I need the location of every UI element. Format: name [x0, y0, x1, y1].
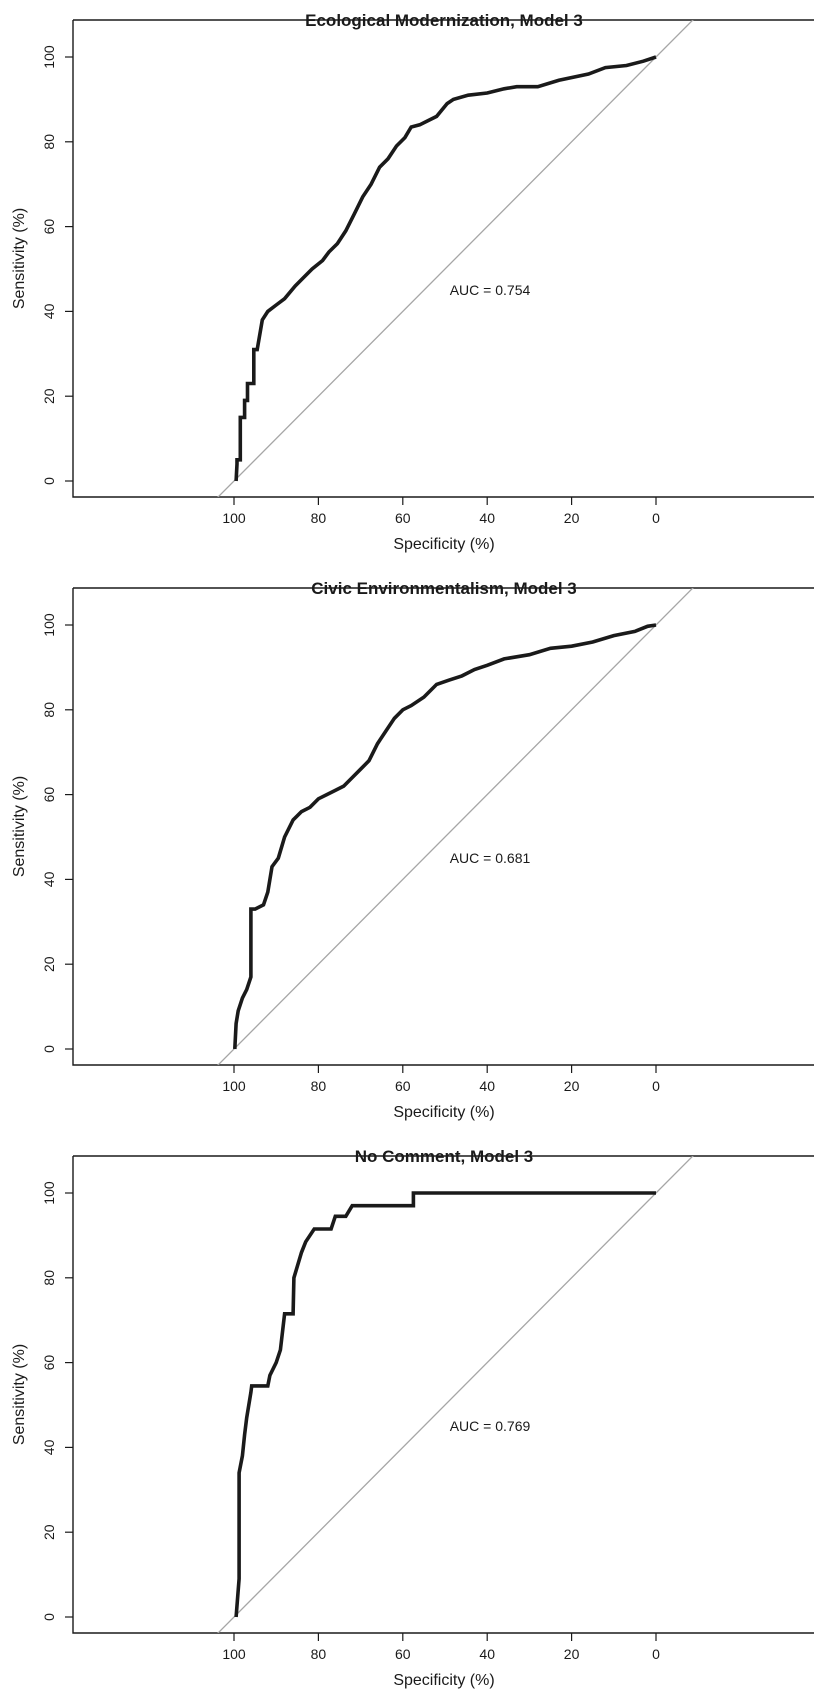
auc-annotation: AUC = 0.681	[450, 850, 531, 866]
auc-annotation: AUC = 0.754	[450, 282, 531, 298]
x-tick-label: 40	[479, 1078, 495, 1094]
y-tick-label: 80	[41, 702, 57, 718]
roc-curve	[234, 55, 657, 482]
x-axis: 100 80 60 40 20 0 Specificity (%)	[222, 1065, 660, 1121]
x-axis: 100 80 60 40 20 0 Specificity (%)	[222, 1633, 660, 1689]
y-axis: 0 20 40 60 80 100 Sensitivity (%)	[11, 45, 73, 485]
y-tick-label: 80	[41, 1270, 57, 1286]
plot-frame	[72, 1155, 814, 1634]
x-tick-label: 0	[652, 510, 660, 526]
x-axis-label: Specificity (%)	[393, 1672, 494, 1689]
y-tick-label: 100	[41, 45, 57, 69]
y-tick-label: 20	[41, 956, 57, 972]
x-tick-label: 80	[311, 1646, 327, 1662]
x-axis: 100 80 60 40 20 0 Specificity (%)	[222, 497, 660, 553]
y-tick-label: 0	[41, 1045, 57, 1053]
y-tick-label: 60	[41, 219, 57, 235]
x-axis-label: Specificity (%)	[393, 1104, 494, 1121]
y-axis: 0 20 40 60 80 100 Sensitivity (%)	[11, 1181, 73, 1621]
x-tick-label: 80	[311, 1078, 327, 1094]
x-axis-label: Specificity (%)	[393, 536, 494, 553]
x-tick-label: 100	[222, 510, 246, 526]
y-tick-label: 40	[41, 871, 57, 887]
x-tick-label: 20	[564, 510, 580, 526]
y-tick-label: 100	[41, 1181, 57, 1205]
y-tick-label: 60	[41, 787, 57, 803]
x-tick-label: 60	[395, 1646, 411, 1662]
plot-frame	[72, 587, 814, 1066]
y-tick-label: 40	[41, 303, 57, 319]
y-tick-label: 80	[41, 134, 57, 150]
x-tick-label: 100	[222, 1078, 246, 1094]
x-tick-label: 0	[652, 1078, 660, 1094]
roc-curve	[233, 623, 657, 1050]
y-tick-label: 100	[41, 613, 57, 637]
plot-frame	[72, 19, 814, 498]
x-tick-label: 20	[564, 1078, 580, 1094]
y-axis: 0 20 40 60 80 100 Sensitivity (%)	[11, 613, 73, 1053]
roc-curve	[234, 1191, 656, 1618]
y-axis-label: Sensitivity (%)	[11, 208, 28, 309]
diagonal-reference-line	[217, 20, 694, 497]
x-tick-label: 40	[479, 1646, 495, 1662]
diagonal-reference-line	[217, 1156, 694, 1633]
x-tick-label: 100	[222, 1646, 246, 1662]
x-tick-label: 60	[395, 510, 411, 526]
x-tick-label: 60	[395, 1078, 411, 1094]
x-tick-label: 80	[311, 510, 327, 526]
diagonal-reference-line	[217, 588, 694, 1065]
x-tick-label: 40	[479, 510, 495, 526]
y-tick-label: 0	[41, 1613, 57, 1621]
y-axis-label: Sensitivity (%)	[11, 1344, 28, 1445]
auc-annotation: AUC = 0.769	[450, 1418, 531, 1434]
y-tick-label: 40	[41, 1439, 57, 1455]
y-axis-label: Sensitivity (%)	[11, 776, 28, 877]
y-tick-label: 20	[41, 1524, 57, 1540]
x-tick-label: 20	[564, 1646, 580, 1662]
x-tick-label: 0	[652, 1646, 660, 1662]
y-tick-label: 0	[41, 477, 57, 485]
y-tick-label: 60	[41, 1355, 57, 1371]
y-tick-label: 20	[41, 388, 57, 404]
